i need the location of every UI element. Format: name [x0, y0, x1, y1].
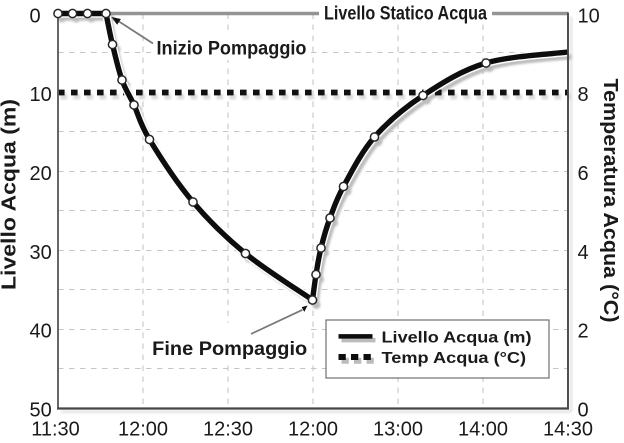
svg-text:Temp Acqua (°C): Temp Acqua (°C): [382, 350, 527, 367]
svg-text:11:30: 11:30: [31, 419, 80, 441]
svg-text:10: 10: [578, 5, 600, 27]
svg-text:30: 30: [30, 242, 52, 264]
svg-text:Inizio Pompaggio: Inizio Pompaggio: [157, 39, 307, 60]
svg-text:13:00: 13:00: [373, 419, 423, 441]
svg-text:Livello Statico Acqua: Livello Statico Acqua: [324, 4, 487, 25]
svg-text:12:30: 12:30: [203, 419, 253, 441]
svg-text:4: 4: [578, 242, 589, 264]
svg-text:8: 8: [578, 84, 589, 106]
svg-text:40: 40: [30, 321, 52, 343]
svg-text:20: 20: [30, 163, 52, 185]
svg-text:Livello Acqua (m): Livello Acqua (m): [0, 99, 21, 290]
svg-text:12:00: 12:00: [288, 419, 338, 441]
svg-text:0: 0: [30, 5, 41, 27]
svg-text:10: 10: [30, 84, 52, 106]
svg-text:Temperatura Acqua (°C): Temperatura Acqua (°C): [599, 79, 621, 323]
svg-text:50: 50: [30, 400, 52, 422]
svg-text:Fine Pompaggio: Fine Pompaggio: [152, 339, 307, 360]
svg-text:Livello Acqua (m): Livello Acqua (m): [382, 329, 532, 346]
svg-text:6: 6: [578, 163, 589, 185]
svg-text:12:00: 12:00: [118, 419, 168, 441]
svg-text:14:30: 14:30: [543, 419, 593, 441]
svg-text:2: 2: [578, 321, 589, 343]
svg-text:14:00: 14:00: [458, 419, 508, 441]
svg-text:0: 0: [578, 400, 589, 422]
